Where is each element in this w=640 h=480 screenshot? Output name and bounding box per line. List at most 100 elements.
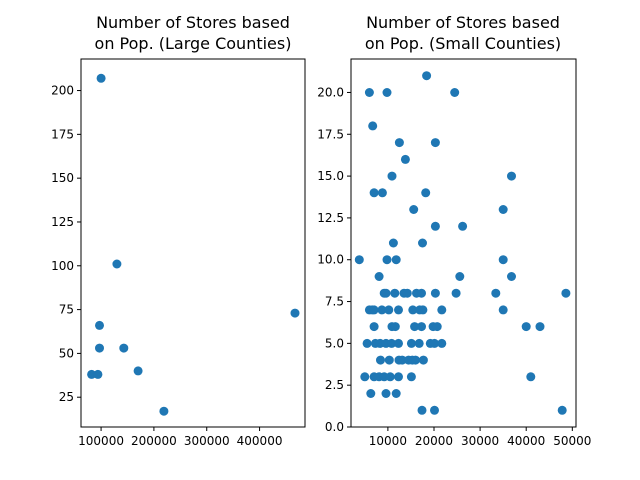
small-counties-axes-frame	[350, 58, 577, 428]
scatter-point	[409, 205, 419, 214]
scatter-point	[376, 355, 385, 365]
scatter-point	[451, 288, 461, 298]
x-tick-label: 30000	[461, 434, 499, 448]
scatter-point	[377, 305, 387, 315]
scatter-point	[394, 305, 403, 315]
scatter-point	[418, 238, 427, 248]
scatter-point	[417, 288, 426, 298]
scatter-point	[362, 338, 372, 348]
scatter-point	[369, 322, 379, 332]
scatter-point	[430, 288, 440, 298]
scatter-point	[410, 322, 420, 332]
large-counties-ticks: 100000 200000 300000 400000 25 50 75 100 125 150 1…	[51, 84, 282, 448]
scatter-point	[417, 322, 426, 332]
y-tick-label: 25	[59, 390, 74, 404]
scatter-point	[387, 338, 397, 348]
scatter-point	[368, 121, 378, 131]
x-tick-label: 40000	[507, 434, 545, 448]
scatter-point	[369, 188, 379, 198]
small-counties-points	[354, 71, 571, 415]
scatter-point	[397, 355, 407, 365]
scatter-point	[95, 343, 104, 353]
scatter-point	[450, 88, 460, 97]
scatter-point	[408, 305, 418, 315]
scatter-point	[422, 71, 432, 81]
scatter-point	[521, 322, 531, 332]
scatter-point	[458, 221, 468, 231]
scatter-point	[360, 372, 370, 382]
scatter-point	[437, 305, 447, 315]
scatter-point	[455, 272, 465, 281]
large-counties-axes-frame	[80, 58, 306, 428]
scatter-point	[402, 288, 412, 298]
scatter-point	[507, 272, 516, 281]
scatter-point	[498, 205, 508, 214]
scatter-point	[411, 355, 420, 365]
scatter-point	[119, 343, 129, 353]
scatter-point	[390, 288, 400, 298]
scatter-point	[384, 305, 394, 315]
scatter-point	[390, 322, 400, 332]
scatter-point	[430, 338, 439, 348]
large-counties-title-line-2: on Pop. (Large Counties)	[95, 34, 292, 53]
y-tick-label: 0.0	[325, 420, 344, 434]
scatter-point	[391, 389, 401, 398]
scatter-point	[430, 405, 439, 415]
scatter-point	[354, 255, 364, 265]
x-tick-label: 20000	[415, 434, 453, 448]
scatter-point	[369, 305, 379, 315]
y-tick-label: 10.0	[317, 253, 344, 267]
y-tick-label: 17.5	[317, 127, 344, 141]
x-tick-label: 50000	[553, 434, 591, 448]
scatter-point	[430, 138, 440, 148]
scatter-point	[93, 369, 103, 379]
scatter-point	[391, 255, 401, 265]
scatter-point	[430, 221, 440, 231]
scatter-point	[112, 259, 122, 269]
scatter-point	[394, 138, 404, 148]
scatter-point	[432, 322, 442, 332]
scatter-point	[381, 288, 391, 298]
small-counties-title-line-1: Number of Stores based	[366, 13, 560, 32]
scatter-point	[406, 338, 416, 348]
scatter-point	[414, 338, 424, 348]
x-tick-label: 200000	[131, 434, 177, 448]
y-tick-label: 12.5	[317, 211, 344, 225]
scatter-point	[394, 372, 403, 382]
scatter-point	[498, 305, 508, 315]
y-tick-label: 5.0	[325, 336, 344, 350]
scatter-point	[387, 171, 397, 181]
scatter-point	[557, 405, 567, 415]
y-tick-label: 175	[51, 127, 74, 141]
scatter-point	[366, 389, 376, 398]
y-tick-label: 15.0	[317, 169, 344, 183]
y-tick-label: 100	[51, 259, 74, 273]
scatter-point	[382, 255, 392, 265]
scatter-point	[437, 338, 447, 348]
scatter-point	[388, 238, 398, 248]
scatter-point	[96, 73, 106, 83]
scatter-point	[87, 369, 97, 379]
y-tick-label: 125	[51, 215, 74, 229]
scatter-point	[418, 355, 428, 365]
scatter-point	[526, 372, 536, 382]
scatter-point	[418, 305, 428, 315]
large-counties-title-line-1: Number of Stores based	[96, 13, 290, 32]
scatter-point	[364, 88, 374, 97]
small-counties-subplot: Number of Stores based on Pop. (Small Co…	[317, 13, 591, 448]
scatter-point	[133, 366, 143, 376]
scatter-point	[290, 308, 300, 318]
small-counties-ticks: 10000 20000 30000 40000 50000 0.0 2.5 5.0 7.5 10.…	[317, 85, 591, 448]
x-tick-label: 10000	[369, 434, 407, 448]
y-tick-label: 75	[59, 303, 74, 317]
scatter-point	[491, 288, 501, 298]
scatter-point	[95, 320, 104, 330]
small-counties-title-line-2: on Pop. (Small Counties)	[365, 34, 561, 53]
scatter-point	[400, 154, 410, 164]
scatter-point	[561, 288, 571, 298]
scatter-point	[394, 338, 403, 348]
large-counties-points	[87, 73, 300, 416]
y-tick-label: 150	[51, 171, 74, 185]
